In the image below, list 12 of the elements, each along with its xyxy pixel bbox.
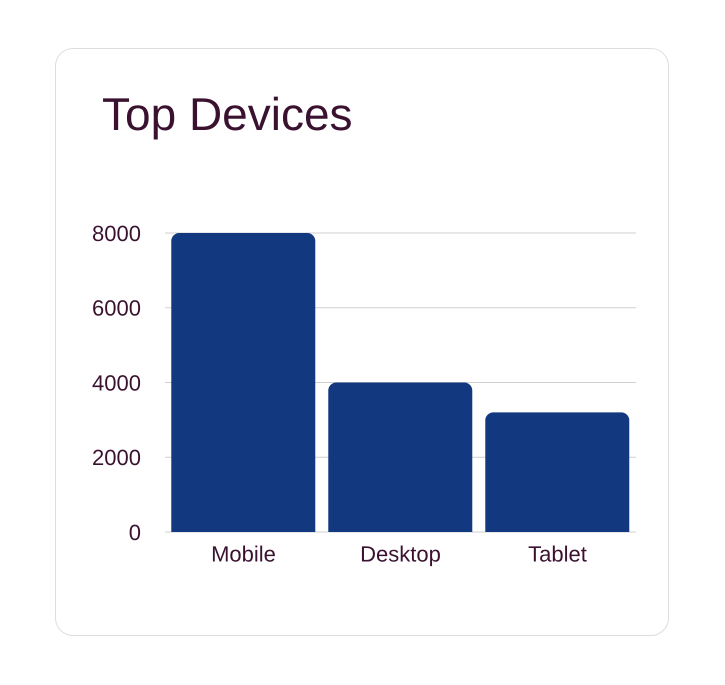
y-tick-label: 4000	[92, 370, 141, 396]
y-tick-label: 6000	[92, 296, 141, 321]
bar	[328, 382, 472, 532]
y-tick-label: 8000	[92, 220, 141, 246]
x-tick-label: Mobile	[211, 542, 276, 567]
y-tick-label: 0	[128, 520, 141, 545]
y-tick-label: 2000	[92, 445, 141, 470]
x-tick-label: Desktop	[360, 542, 441, 567]
bar	[485, 412, 630, 532]
bar	[171, 233, 316, 532]
chart-title: Top Devices	[102, 87, 353, 142]
x-tick-label: Tablet	[528, 542, 587, 567]
